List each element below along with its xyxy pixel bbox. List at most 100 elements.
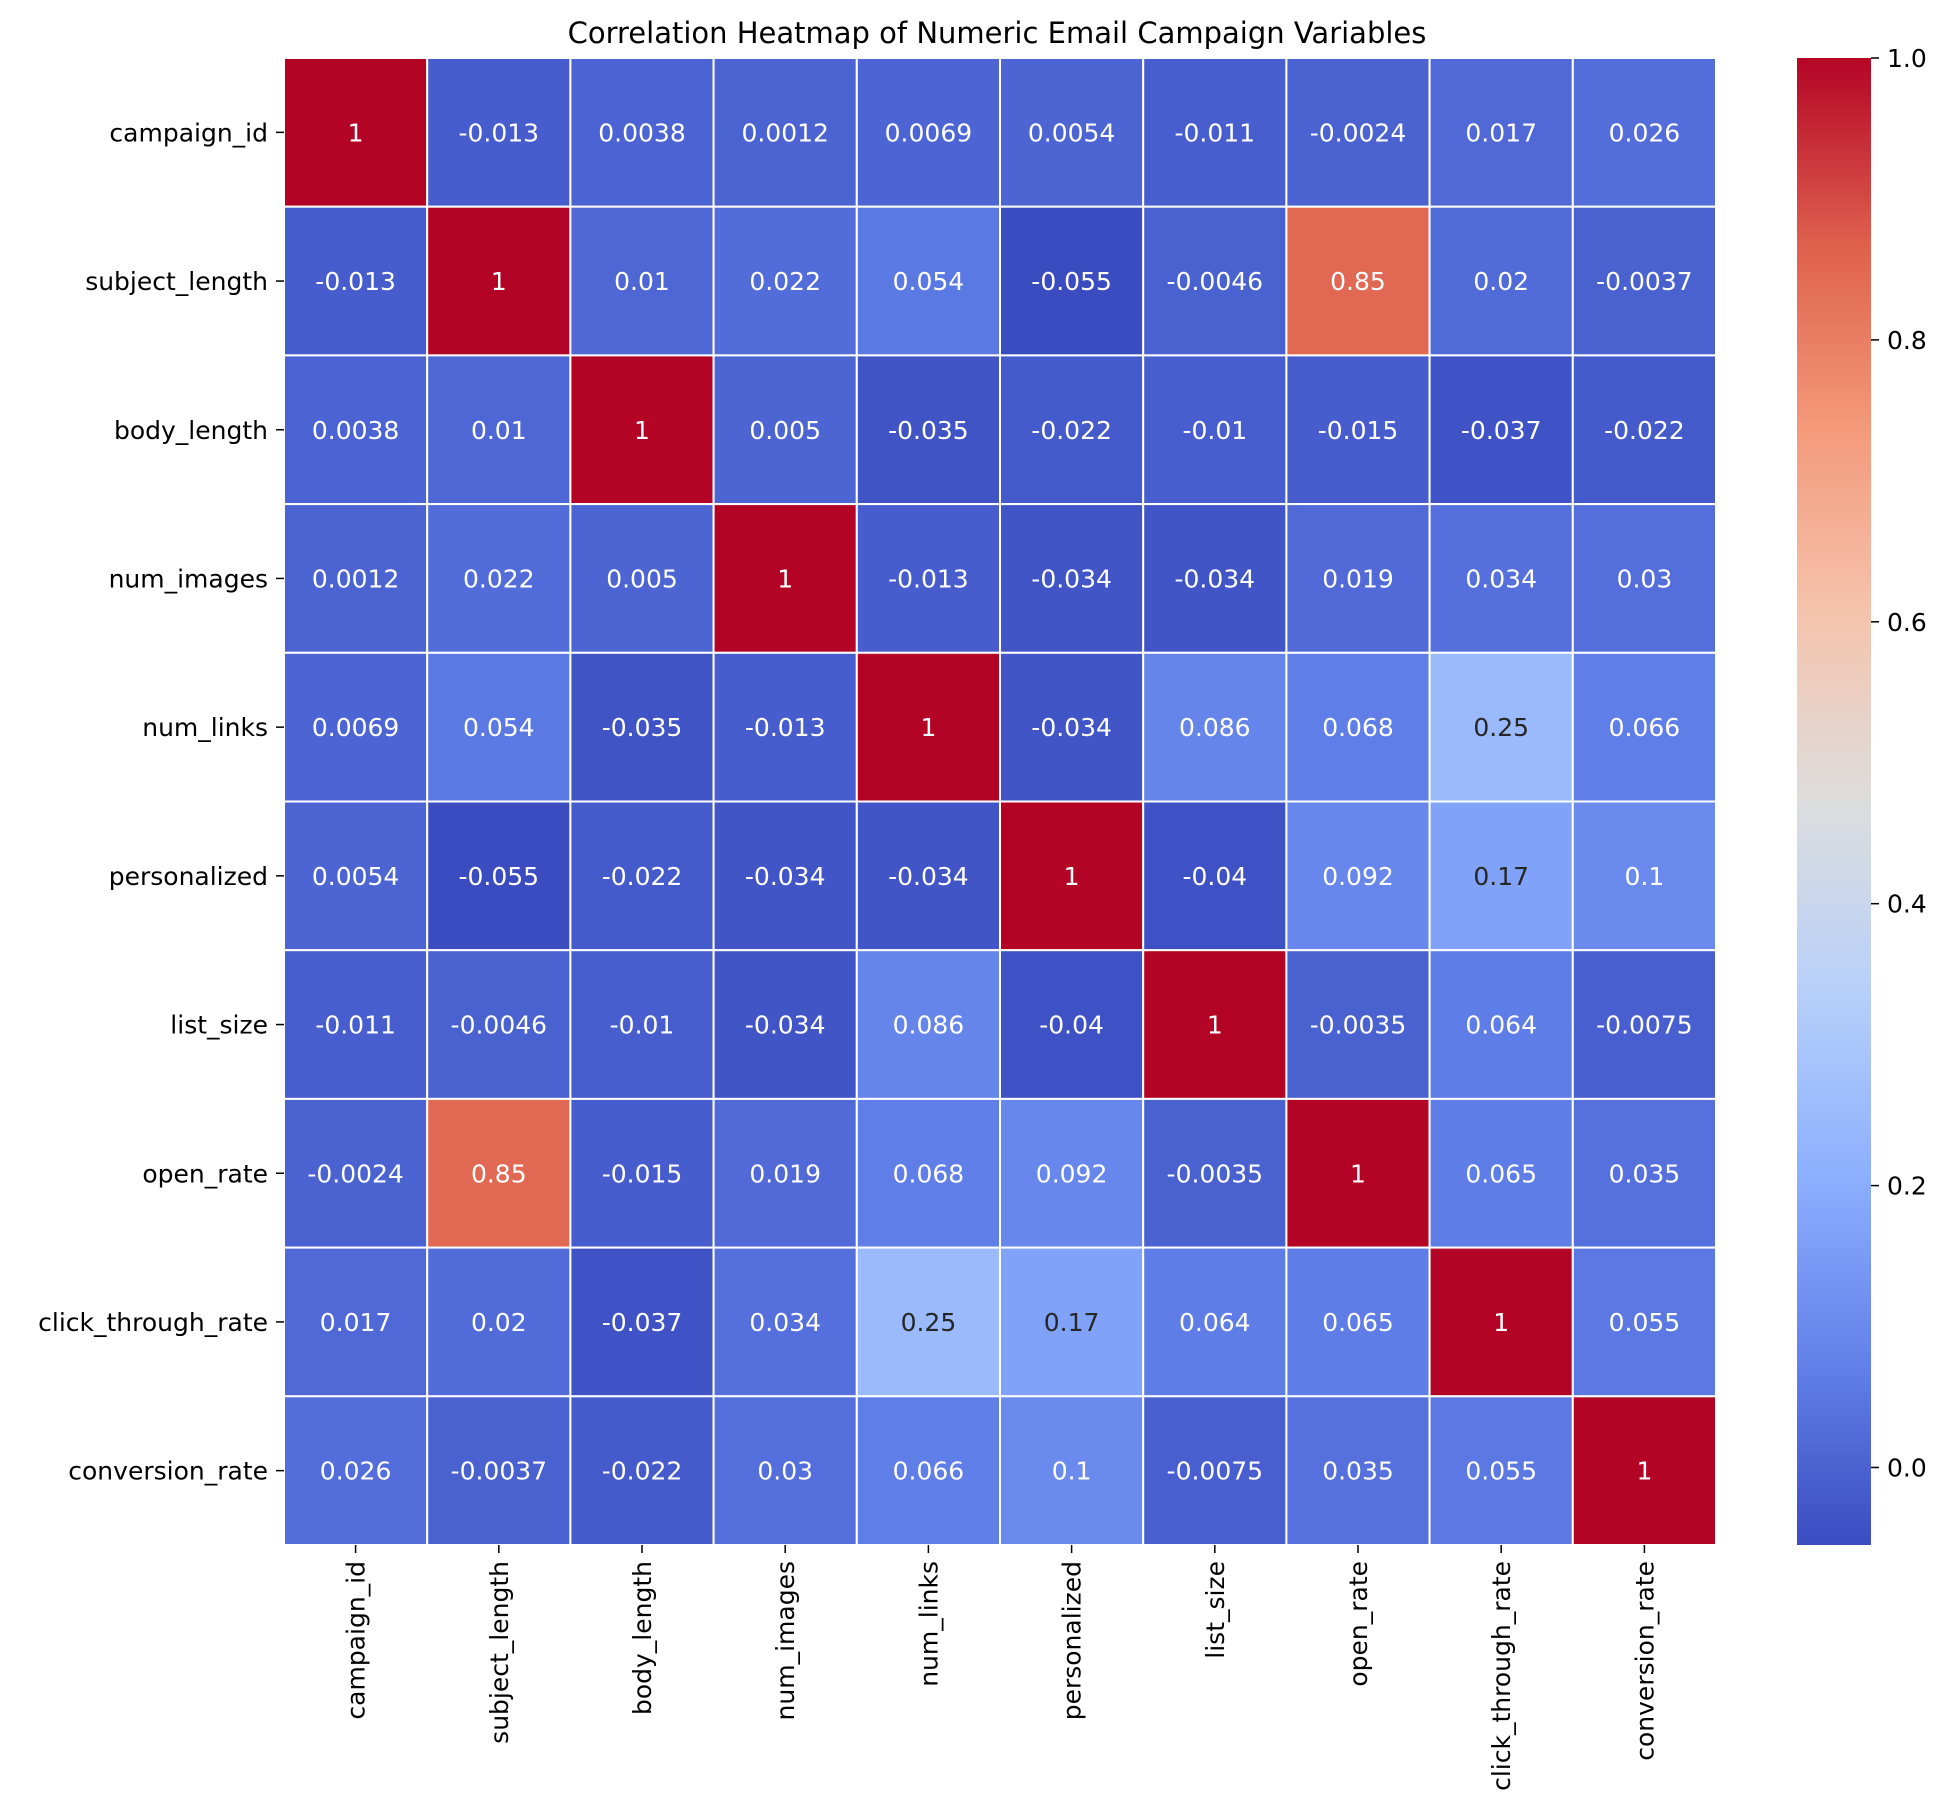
heatmap-cell	[426, 354, 572, 506]
cell-value-label: 0.01	[614, 267, 670, 296]
cell-value-label: 0.068	[893, 1159, 965, 1188]
x-tick-label: body_length	[628, 1561, 657, 1715]
heatmap-cell	[1285, 1246, 1431, 1398]
cell-value-label: 0.0012	[312, 564, 399, 593]
heatmap-cell	[855, 800, 1001, 952]
cell-value-label: 0.019	[1322, 564, 1394, 593]
heatmap-cell	[712, 800, 858, 952]
cell-value-label: -0.022	[602, 862, 683, 891]
heatmap-cell	[855, 57, 1001, 208]
heatmap-cell	[1142, 205, 1288, 357]
y-tick-label: open_rate	[142, 1159, 268, 1188]
heatmap-cell	[1571, 1246, 1718, 1398]
cell-value-label: -0.0075	[1596, 1011, 1693, 1040]
heatmap-cell	[569, 354, 715, 506]
y-tick-label: num_images	[109, 564, 268, 593]
cell-value-label: 0.022	[463, 564, 535, 593]
x-tick-label: num_links	[914, 1561, 943, 1687]
heatmap-cell	[1285, 1097, 1431, 1249]
cell-value-label: -0.034	[888, 862, 969, 891]
cell-value-label: 0.0069	[885, 118, 972, 147]
chart-title: Correlation Heatmap of Numeric Email Cam…	[568, 16, 1427, 50]
cell-value-label: 1	[491, 267, 507, 296]
x-tick-label: num_images	[771, 1561, 800, 1720]
colorbar-tick-label: 0.2	[1887, 1172, 1927, 1201]
cell-value-label: 0.065	[1465, 1159, 1537, 1188]
cell-value-label: -0.04	[1039, 1011, 1104, 1040]
cell-value-label: 0.1	[1625, 862, 1665, 891]
cell-value-label: -0.022	[602, 1457, 683, 1486]
heatmap-cell	[999, 949, 1145, 1100]
cell-value-label: 0.0069	[312, 713, 399, 742]
heatmap-cell	[569, 57, 715, 208]
cell-value-label: 0.086	[893, 1011, 965, 1040]
y-tick-label: conversion_rate	[68, 1457, 268, 1486]
heatmap-cell	[712, 1246, 858, 1398]
cell-value-label: 1	[777, 564, 793, 593]
cell-value-label: 0.022	[749, 267, 821, 296]
heatmap-cell	[1142, 503, 1288, 654]
cell-value-label: -0.0037	[1596, 267, 1693, 296]
cell-value-label: 1	[1493, 1308, 1509, 1337]
column-tick-labels: campaign_id subject_length body_length num_…	[342, 1545, 1659, 1791]
cell-value-label: 0.055	[1609, 1308, 1681, 1337]
cell-value-label: -0.04	[1182, 862, 1247, 891]
cell-value-label: 0.064	[1179, 1308, 1251, 1337]
cell-value-label: -0.013	[888, 564, 969, 593]
heatmap-cell	[712, 1097, 858, 1249]
cell-value-label: 0.054	[893, 267, 965, 296]
cell-value-label: 1	[1064, 862, 1080, 891]
cell-value-label: -0.011	[1175, 118, 1256, 147]
heatmap-cell	[1571, 1097, 1718, 1249]
heatmap-cell	[1428, 205, 1574, 357]
cell-value-label: -0.022	[1604, 416, 1685, 445]
cell-value-label: 0.1	[1052, 1457, 1092, 1486]
cell-value-label: 0.02	[471, 1308, 527, 1337]
cell-value-label: 0.25	[901, 1308, 957, 1337]
x-tick-label: conversion_rate	[1630, 1561, 1659, 1761]
cell-value-label: -0.034	[1031, 713, 1112, 742]
heatmap-cell	[1571, 57, 1718, 208]
y-tick-label: list_size	[170, 1011, 268, 1040]
heatmap-cell	[999, 1395, 1145, 1547]
y-tick-label: personalized	[109, 862, 268, 891]
colorbar-tick-label: 1.0	[1887, 44, 1927, 73]
heatmap-cell	[1428, 354, 1574, 506]
colorbar-tick-label: 0.0	[1887, 1453, 1927, 1482]
heatmap-cell	[283, 57, 429, 208]
cell-value-label: -0.011	[315, 1011, 396, 1040]
heatmap-cell	[1428, 1097, 1574, 1249]
cell-value-label: 0.035	[1322, 1457, 1394, 1486]
y-tick-label: num_links	[142, 713, 268, 742]
cell-value-label: 0.026	[320, 1457, 392, 1486]
heatmap-cell	[1285, 354, 1431, 506]
heatmap-cell	[1428, 503, 1574, 654]
y-tick-label: body_length	[114, 416, 268, 445]
heatmap-cell	[1285, 651, 1431, 803]
cell-value-label: 0.034	[1465, 564, 1537, 593]
x-tick-label: campaign_id	[342, 1561, 371, 1720]
cell-value-label: -0.015	[1318, 416, 1399, 445]
cell-value-label: 0.0054	[1028, 118, 1115, 147]
cell-value-label: 0.17	[1044, 1308, 1100, 1337]
heatmap-cell	[426, 1246, 572, 1398]
cell-value-label: -0.0046	[451, 1011, 548, 1040]
heatmap-cell	[855, 354, 1001, 506]
cell-value-label: 0.017	[320, 1308, 392, 1337]
cell-value-label: 0.85	[471, 1159, 527, 1188]
colorbar-tick-label: 0.4	[1887, 890, 1927, 919]
heatmap-cell	[569, 651, 715, 803]
cell-value-label: 1	[1636, 1457, 1652, 1486]
heatmap-cell	[569, 1097, 715, 1249]
heatmap-cell	[1571, 354, 1718, 506]
cell-value-label: 1	[1350, 1159, 1366, 1188]
cell-value-label: 0.026	[1609, 118, 1681, 147]
cell-value-label: 0.03	[757, 1457, 813, 1486]
heatmap-cell	[855, 1246, 1001, 1398]
heatmap-cell	[283, 800, 429, 952]
heatmap-cell	[1285, 949, 1431, 1100]
heatmap-cell	[1142, 1097, 1288, 1249]
cell-value-label: 0.85	[1330, 267, 1386, 296]
heatmap-cell	[283, 949, 429, 1100]
heatmap-cell	[569, 1246, 715, 1398]
